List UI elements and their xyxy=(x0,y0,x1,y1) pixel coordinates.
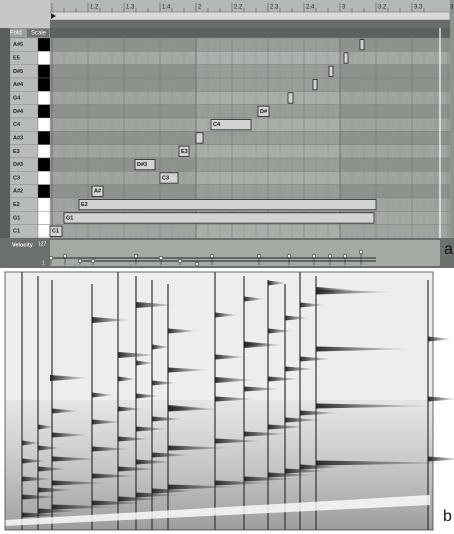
midi-note[interactable] xyxy=(313,79,317,89)
key-label: G4 xyxy=(13,95,21,101)
note-label: E2 xyxy=(81,202,88,208)
harmonic xyxy=(428,397,454,402)
velocity-handle[interactable] xyxy=(210,254,214,258)
white-key[interactable] xyxy=(38,91,50,104)
velocity-handle[interactable] xyxy=(343,254,347,258)
left-header xyxy=(0,0,50,28)
black-key[interactable] xyxy=(38,78,50,91)
white-key[interactable] xyxy=(38,171,50,184)
white-key[interactable] xyxy=(38,51,50,64)
midi-note[interactable] xyxy=(196,133,203,143)
midi-note[interactable] xyxy=(64,213,374,223)
midi-note[interactable] xyxy=(288,93,293,103)
velocity-min: 1 xyxy=(42,260,45,266)
harmonic xyxy=(428,457,454,462)
black-key[interactable] xyxy=(38,105,50,118)
ruler-label: 3.2 xyxy=(378,5,387,11)
scale-label: Scale xyxy=(31,31,47,37)
left-bar xyxy=(0,28,10,268)
black-key[interactable] xyxy=(38,131,50,144)
ruler-label: 2.4 xyxy=(306,5,315,11)
grid-header xyxy=(50,28,450,38)
velocity-handle[interactable] xyxy=(49,256,53,260)
velocity-handle[interactable] xyxy=(195,262,199,266)
key-label: C1 xyxy=(13,229,20,235)
velocity-handle[interactable] xyxy=(359,250,363,254)
velocity-label: Velocity xyxy=(12,242,34,248)
key-label: C3 xyxy=(13,175,20,181)
note-label: C1 xyxy=(52,229,59,235)
velocity-handle[interactable] xyxy=(78,259,82,263)
key-label: C4 xyxy=(13,122,21,128)
velocity-handle[interactable] xyxy=(63,254,67,258)
key-label: A#5 xyxy=(13,42,23,48)
midi-note[interactable] xyxy=(360,40,364,50)
note-label: G1 xyxy=(66,215,73,221)
note-label: E3 xyxy=(181,149,188,155)
black-key[interactable] xyxy=(38,158,50,171)
key-label: A#2 xyxy=(13,189,23,195)
note-label: D# xyxy=(260,109,267,115)
key-label: A#4 xyxy=(13,82,24,88)
loop-bar xyxy=(50,20,450,28)
piano-roll: 1.21.31.422.22.32.433.23.33.4FoldScaleA#… xyxy=(0,0,454,268)
velocity-handle[interactable] xyxy=(91,259,95,263)
white-key[interactable] xyxy=(38,118,50,131)
black-key[interactable] xyxy=(38,65,50,78)
ruler-label: 3.3 xyxy=(414,5,423,11)
key-label: E2 xyxy=(13,202,20,208)
velocity-handle[interactable] xyxy=(178,259,182,263)
key-label: G1 xyxy=(13,215,20,221)
velocity-handle[interactable] xyxy=(287,254,291,258)
note-label: D#3 xyxy=(137,162,147,168)
ruler-label: 2.3 xyxy=(270,5,279,11)
velocity-handle[interactable] xyxy=(328,254,332,258)
key-label: D#4 xyxy=(13,109,24,115)
ruler-label: 1.3 xyxy=(126,5,135,11)
key-label: D#3 xyxy=(13,162,23,168)
black-key[interactable] xyxy=(38,38,50,51)
velocity-handle[interactable] xyxy=(312,254,316,258)
key-label: A#3 xyxy=(13,135,23,141)
midi-note[interactable] xyxy=(79,199,376,209)
white-key[interactable] xyxy=(38,145,50,158)
velocity-grid xyxy=(50,240,440,266)
key-label: D#5 xyxy=(13,69,23,75)
midi-note[interactable] xyxy=(344,53,348,63)
velocity-handle[interactable] xyxy=(134,254,138,258)
velocity-handle[interactable] xyxy=(257,254,261,258)
note-label: C3 xyxy=(162,175,169,181)
ruler-label: 3.4 xyxy=(450,5,454,11)
black-key[interactable] xyxy=(38,185,50,198)
key-label: E5 xyxy=(13,55,20,61)
spectrogram: b xyxy=(5,272,454,530)
velocity-handle[interactable] xyxy=(159,256,163,260)
harmonic xyxy=(428,337,453,342)
figure: 1.21.31.422.22.32.433.23.33.4FoldScaleA#… xyxy=(0,0,454,534)
ruler-strip xyxy=(50,12,450,20)
ruler-label: 1.2 xyxy=(90,5,99,11)
ruler-label: 2.2 xyxy=(234,5,243,11)
panel-label-a: a xyxy=(444,241,453,258)
ruler-label: 1.4 xyxy=(162,5,171,11)
velocity-max: 127 xyxy=(38,241,47,247)
midi-note[interactable] xyxy=(329,66,333,76)
key-label: E3 xyxy=(13,149,20,155)
white-key[interactable] xyxy=(38,225,50,238)
note-label: A# xyxy=(94,189,101,195)
panel-label-b: b xyxy=(443,508,452,525)
white-key[interactable] xyxy=(38,198,50,211)
note-label: C4 xyxy=(213,122,221,128)
white-key[interactable] xyxy=(38,211,50,224)
fold-label: Fold xyxy=(10,31,22,37)
